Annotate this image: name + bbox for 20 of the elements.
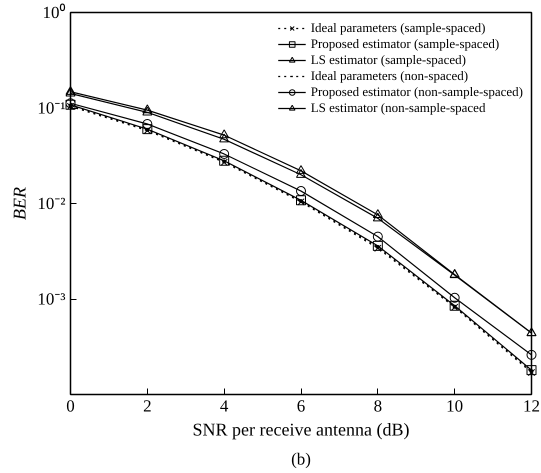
y-tick-label: 10⁻¹ [37, 98, 66, 118]
x-tick-label: 10 [446, 396, 464, 416]
y-tick-label: 10⁰ [42, 3, 66, 22]
x-tick-label: 12 [523, 396, 540, 416]
y-axis-title: BER [9, 186, 30, 220]
legend-label: Ideal parameters (sample-spaced) [310, 20, 486, 36]
x-axis-title: SNR per receive antenna (dB) [192, 420, 410, 440]
legend-label: Proposed estimator (non-sample-spaced) [310, 84, 523, 100]
x-tick-label: 8 [374, 396, 382, 416]
text: (b) [291, 450, 311, 468]
y-tick-label: 10⁻² [37, 194, 66, 213]
x-tick-label: 6 [296, 396, 306, 416]
legend-label: Ideal parameters (non-spaced) [310, 68, 468, 84]
x-tick-label: 0 [66, 396, 75, 416]
legend-label: LS estimator (non-sample-spaced [310, 100, 486, 116]
y-tick-label: 10⁻³ [37, 290, 66, 308]
legend-label: LS estimator (sample-spaced) [310, 52, 466, 68]
x-tick-label: 2 [143, 396, 152, 416]
legend-label: Proposed estimator (sample-spaced) [310, 36, 500, 52]
x-tick-label: 4 [220, 396, 229, 416]
